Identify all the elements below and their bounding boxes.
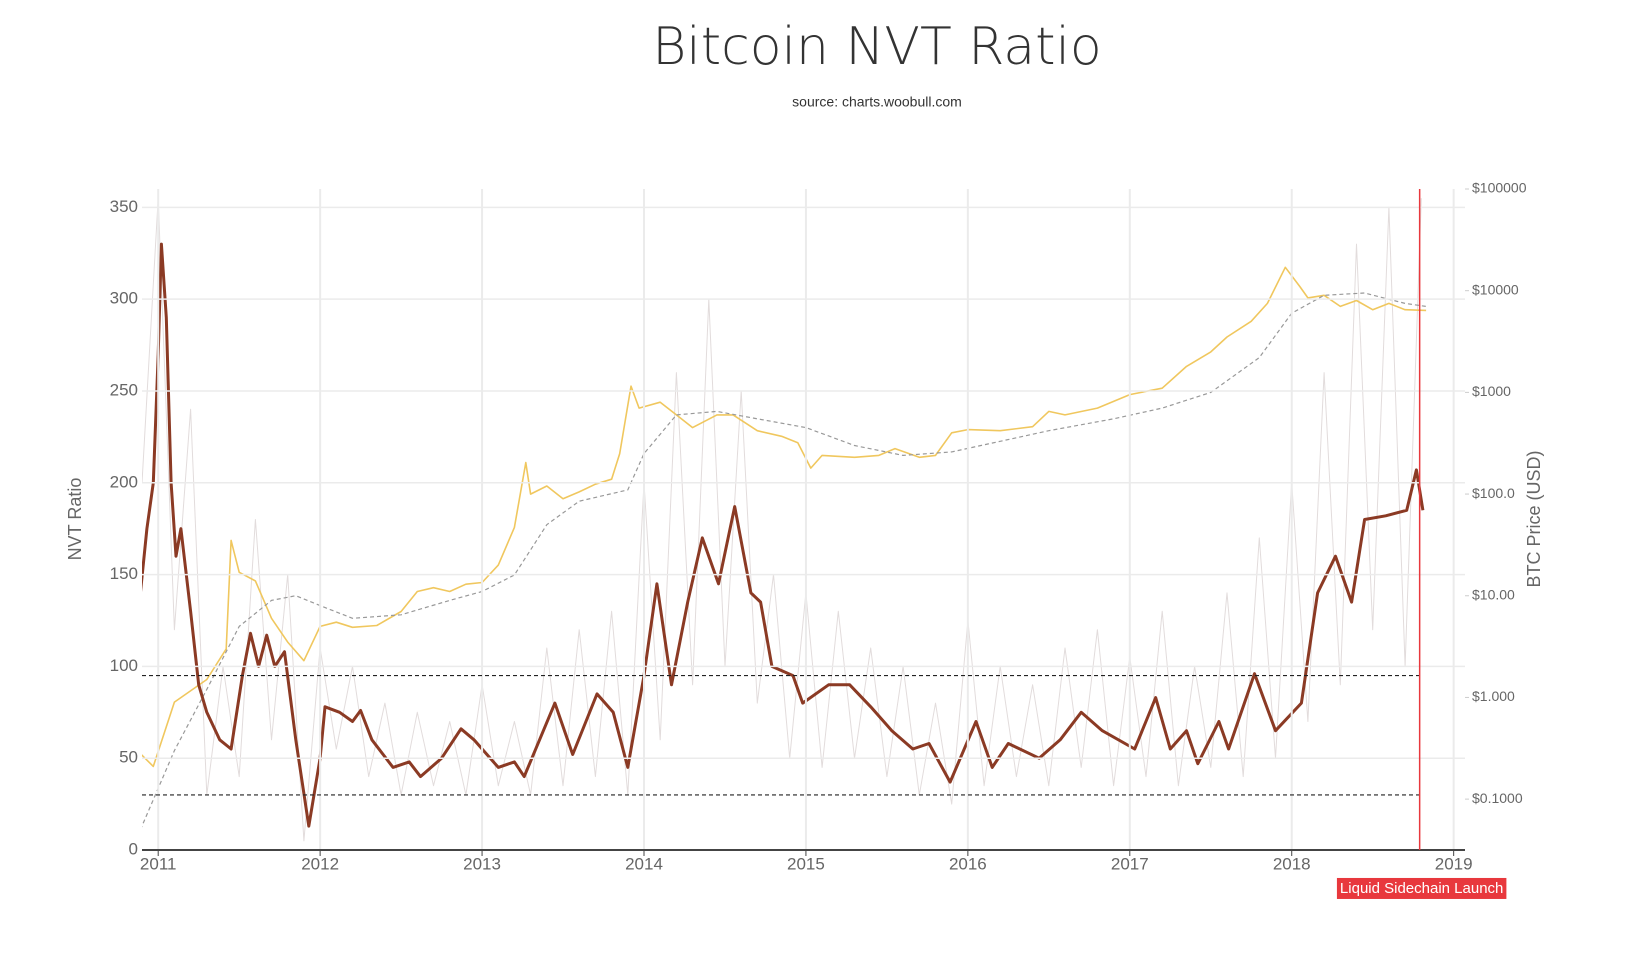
x-tick-label: 2012 (301, 854, 339, 873)
y-tick-label: 0 (129, 839, 138, 858)
y2-tick-label: $0.1000 (1472, 790, 1523, 806)
event-label: Liquid Sidechain Launch (1340, 880, 1503, 897)
x-tick-label: 2011 (140, 854, 177, 873)
x-tick-label: 2015 (787, 854, 825, 873)
y2-tick-label: $10.00 (1472, 586, 1515, 602)
x-tick-label: 2018 (1273, 854, 1311, 873)
x-tick-label: 2019 (1435, 854, 1473, 873)
x-tick-label: 2014 (625, 854, 663, 873)
x-tick-label: 2017 (1111, 854, 1149, 873)
y-tick-label: 250 (110, 380, 138, 399)
y2-tick-label: $1000 (1472, 383, 1511, 399)
y2-tick-label: $100.0 (1472, 485, 1515, 501)
y-tick-label: 350 (110, 197, 138, 216)
y2-axis-label: BTC Price (USD) (1524, 450, 1544, 587)
y-tick-label: 100 (110, 656, 138, 675)
y-tick-label: 200 (110, 472, 138, 491)
plot-area (142, 197, 1427, 842)
series-line (142, 242, 1425, 828)
chart-title: Bitcoin NVT Ratio (652, 17, 1102, 77)
series-line (142, 266, 1427, 768)
y2-tick-label: $10000 (1472, 281, 1519, 297)
y2-tick-label: $1.000 (1472, 688, 1515, 704)
y-tick-label: 300 (110, 289, 138, 308)
y2-tick-label: $100000 (1472, 180, 1527, 196)
event-label-box (1336, 877, 1507, 899)
y-tick-label: 50 (119, 748, 138, 767)
y-axis-label: NVT Ratio (65, 478, 85, 561)
chart-subtitle: source: charts.woobull.com (792, 94, 962, 110)
y-tick-label: 150 (110, 564, 138, 583)
x-tick-label: 2013 (463, 854, 501, 873)
series-line (142, 292, 1427, 828)
x-tick-label: 2016 (949, 854, 987, 873)
